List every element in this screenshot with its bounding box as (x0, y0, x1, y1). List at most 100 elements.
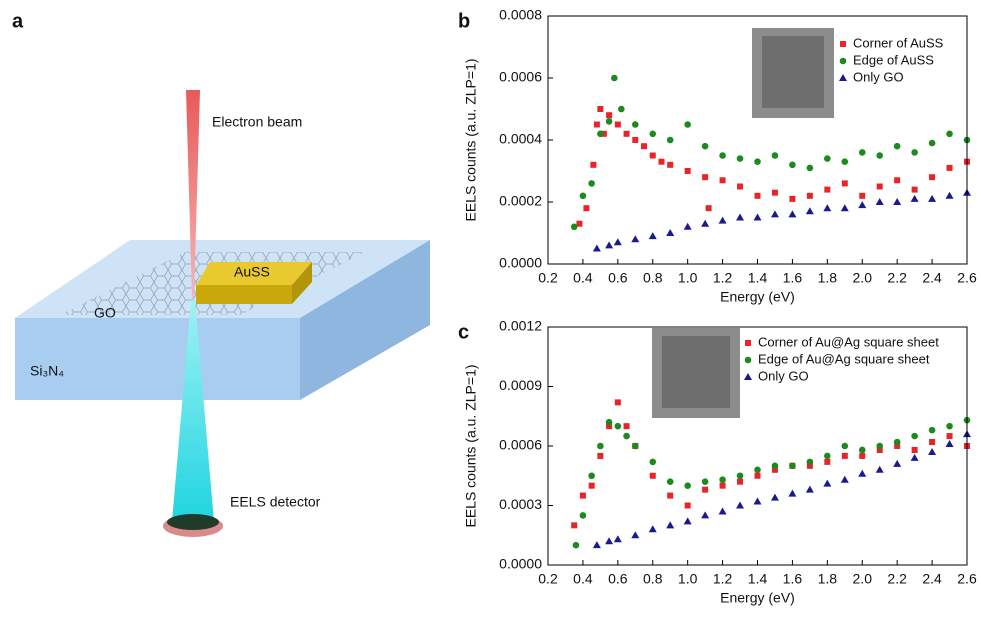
marker (736, 213, 745, 221)
marker (771, 189, 778, 196)
marker (649, 458, 657, 466)
legend-label: Edge of AuSS (853, 52, 934, 67)
marker (579, 492, 586, 499)
x-tick-label: 0.6 (608, 571, 628, 587)
marker (667, 161, 674, 168)
marker (771, 152, 779, 159)
marker (840, 204, 849, 212)
marker (893, 438, 901, 446)
x-tick-label: 0.2 (538, 571, 558, 587)
marker (875, 465, 884, 473)
marker (858, 469, 867, 477)
auss-front (196, 285, 292, 304)
marker (597, 452, 604, 459)
x-tick-label: 1.6 (783, 571, 803, 587)
marker (928, 139, 936, 147)
marker (702, 486, 709, 493)
marker (754, 158, 761, 165)
y-tick-label: 0.0000 (499, 556, 542, 572)
marker (592, 541, 601, 549)
marker (572, 541, 580, 549)
marker (736, 155, 744, 162)
x-tick-label: 2.4 (922, 270, 942, 286)
marker (737, 183, 744, 190)
y-tick-label: 0.0009 (499, 377, 542, 393)
marker (858, 446, 866, 454)
legend-label: Corner of Au@Ag square sheet (758, 334, 939, 349)
marker (641, 143, 648, 150)
legend-label: Corner of AuSS (853, 35, 944, 50)
marker (684, 502, 691, 509)
marker (839, 57, 847, 65)
marker (858, 149, 866, 156)
marker (606, 423, 613, 430)
marker (841, 158, 849, 165)
x-tick-label: 0.6 (608, 270, 628, 286)
marker (789, 462, 796, 470)
marker (876, 152, 884, 159)
x-tick-label: 1.4 (748, 571, 768, 587)
marker (618, 105, 625, 113)
marker (719, 152, 726, 159)
marker (701, 219, 710, 227)
marker (894, 177, 901, 184)
marker (701, 142, 709, 150)
marker (911, 149, 918, 156)
marker (597, 106, 604, 112)
marker (911, 432, 918, 440)
marker (701, 478, 709, 486)
marker (705, 205, 712, 212)
x-tick-label: 0.2 (538, 270, 558, 286)
marker (841, 452, 848, 459)
y-tick-label: 0.0004 (499, 131, 542, 147)
x-axis-label: Energy (eV) (720, 289, 795, 305)
marker (576, 220, 583, 227)
legend-label: Edge of Au@Ag square sheet (758, 351, 930, 366)
marker (928, 426, 936, 434)
marker (736, 501, 745, 509)
transmitted-beam (172, 300, 214, 522)
marker (824, 452, 831, 460)
substrate-side (300, 240, 430, 400)
marker (667, 492, 674, 499)
auss-side (292, 262, 312, 304)
marker (840, 41, 846, 47)
marker (571, 522, 578, 529)
marker (841, 180, 848, 187)
label: Electron beam (212, 114, 302, 130)
x-tick-label: 1.6 (783, 270, 803, 286)
marker (876, 442, 884, 450)
y-axis-label: EELS counts (a.u. ZLP=1) (463, 58, 479, 221)
marker (605, 418, 613, 426)
marker (649, 130, 657, 138)
marker (894, 443, 901, 449)
marker (719, 476, 726, 484)
marker (859, 192, 866, 199)
marker (753, 497, 762, 505)
marker (570, 223, 578, 231)
marker (684, 168, 691, 174)
marker (684, 482, 691, 489)
x-tick-label: 1.2 (713, 270, 733, 286)
marker (770, 493, 779, 501)
marker (893, 142, 901, 150)
marker (788, 210, 797, 218)
marker (683, 222, 692, 230)
marker (745, 340, 751, 346)
marker (771, 466, 778, 473)
marker (840, 475, 849, 483)
marker (583, 205, 590, 212)
marker (946, 130, 953, 138)
panel-label: c (458, 321, 469, 343)
marker (737, 478, 744, 485)
label: EELS detector (230, 494, 321, 510)
marker (631, 121, 639, 128)
marker (805, 485, 814, 493)
x-tick-label: 1.2 (713, 571, 733, 587)
x-tick-label: 1.4 (748, 270, 768, 286)
label: AuSS (234, 264, 270, 280)
marker (614, 399, 621, 406)
marker (824, 155, 831, 162)
marker (770, 210, 779, 218)
marker (597, 130, 604, 138)
